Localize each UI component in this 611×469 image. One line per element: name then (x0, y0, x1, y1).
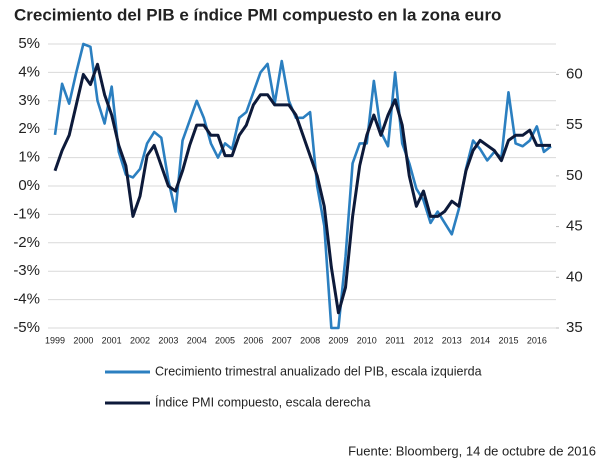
x-tick-label: 2011 (385, 335, 404, 345)
x-tick-label: 2016 (527, 335, 547, 345)
y2-tick-label: 40 (566, 268, 583, 285)
legend-label: Crecimiento trimestral anualizado del PI… (155, 364, 482, 378)
y-tick-label: 3% (18, 92, 40, 109)
x-tick-label: 2001 (102, 335, 122, 345)
x-tick-label: 2010 (357, 335, 377, 345)
x-tick-label: 2014 (470, 335, 490, 345)
y-tick-label: -2% (13, 234, 40, 251)
y-tick-label: -4% (13, 291, 40, 308)
y-tick-label: 4% (18, 63, 40, 80)
y2-tick-label: 55 (566, 116, 583, 133)
y-tick-label: 2% (18, 120, 40, 137)
y-tick-label: -5% (13, 319, 40, 336)
x-tick-label: 1999 (45, 335, 65, 345)
x-tick-label: 2002 (130, 335, 150, 345)
series-line (53, 62, 551, 315)
y-tick-label: -3% (13, 262, 40, 279)
x-tick-label: 2004 (187, 335, 207, 345)
x-tick-label: 2003 (158, 335, 178, 345)
y2-tick-label: 60 (566, 65, 583, 82)
x-tick-label: 2012 (413, 335, 433, 345)
chart-title: Crecimiento del PIB e índice PMI compues… (14, 5, 501, 24)
y-tick-label: 0% (18, 177, 40, 194)
x-tick-label: 2006 (243, 335, 263, 345)
y-tick-label: 1% (18, 149, 40, 166)
source-note: Fuente: Bloomberg, 14 de octubre de 2016 (348, 443, 596, 458)
x-tick-label: 2013 (442, 335, 462, 345)
x-tick-label: 2000 (73, 335, 93, 345)
x-tick-label: 2007 (272, 335, 292, 345)
y2-tick-label: 50 (566, 167, 583, 184)
x-tick-label: 2009 (328, 335, 348, 345)
y2-tick-label: 35 (566, 319, 583, 336)
x-tick-label: 2008 (300, 335, 320, 345)
y-tick-label: -1% (13, 205, 40, 222)
y-tick-label: 5% (18, 35, 40, 52)
legend-label: Índice PMI compuesto, escala derecha (155, 394, 370, 409)
x-tick-label: 2005 (215, 335, 235, 345)
x-tick-label: 2015 (498, 335, 518, 345)
y2-tick-label: 45 (566, 218, 583, 235)
